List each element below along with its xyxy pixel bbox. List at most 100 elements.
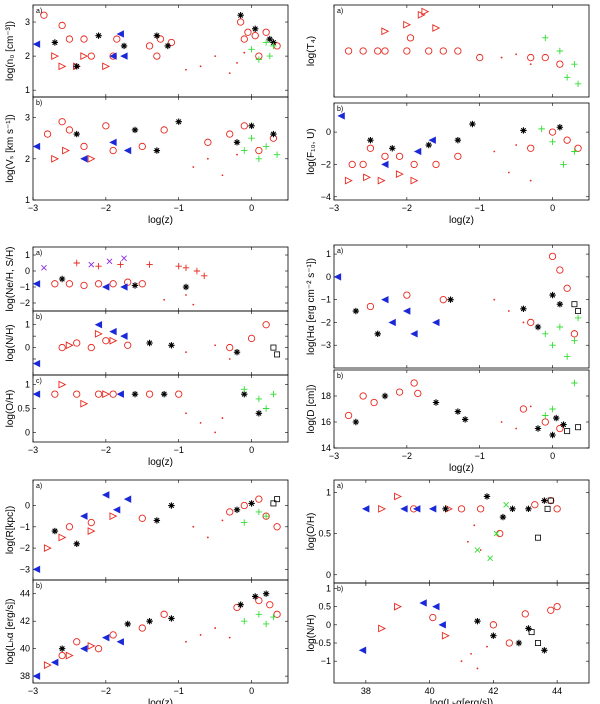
data-point-red-circle [439, 296, 447, 304]
data-point-blue-triangle [337, 112, 345, 120]
data-point-black-star [252, 593, 259, 600]
data-point-blue-triangle [116, 638, 124, 646]
data-point-red-triangle [421, 7, 430, 16]
x-tick-label: −3 [329, 203, 339, 213]
data-point-red-circle [553, 602, 561, 611]
x-tick-label: −2 [402, 203, 412, 213]
data-point-red-circle [262, 28, 270, 36]
data-point-green-cross [241, 519, 248, 526]
x-tick-label: −3 [329, 451, 339, 461]
data-point-green-cross [542, 330, 549, 338]
data-point-red-circle [403, 47, 411, 55]
data-point-black-square [547, 497, 554, 504]
data-point-green-cross [248, 135, 255, 142]
data-point-black-star [168, 342, 175, 349]
y-tick-label: 3 [25, 17, 30, 27]
y-tick-label: 0 [326, 127, 331, 137]
data-point-purple-x [121, 255, 127, 262]
y-tick-label: 0.5 [318, 529, 331, 539]
plot-frame [333, 479, 590, 584]
data-point-purple-x [106, 258, 113, 265]
data-point-green-cross [262, 39, 270, 46]
data-point-black-star [541, 647, 548, 654]
data-point-red-circle [109, 146, 117, 155]
data-points [33, 11, 281, 75]
panel-g4a: −3 −2 −1 0 1 a) log(Hα [erg cm⁻² s⁻¹]) [306, 244, 590, 369]
data-point-red-circle [138, 280, 146, 288]
data-point-black-star [556, 301, 564, 308]
data-points [334, 252, 582, 360]
data-point-blue-triangle [381, 295, 389, 304]
data-point-green-cross [560, 161, 567, 168]
data-point-red-circle [73, 638, 81, 646]
x-tick-label: −1 [174, 686, 184, 696]
data-point-red-triangle [394, 602, 402, 611]
data-point-red-circle [548, 128, 557, 136]
panel-g3c: −3 −2 −1 0 0 0.5 1 c) log(O/H) log(z) [5, 374, 289, 468]
data-point-blue-triangle [33, 565, 41, 574]
data-point-blue-triangle [101, 633, 110, 642]
x-tick-label: 0 [249, 445, 254, 455]
panel-g6b: 38 40 42 44 −1 −0.5 0 0.5 1 b) log(N/H) log(Lₕα[erg… [306, 582, 590, 704]
data-point-red-dot [486, 645, 488, 648]
data-point-black-star [270, 39, 277, 46]
data-point-black-star [95, 32, 102, 39]
data-point-red-dot [515, 144, 518, 146]
data-point-red-triangle [80, 399, 89, 408]
data-point-red-circle [531, 501, 539, 509]
data-point-red-circle [527, 318, 535, 327]
y-tick-label: −3 [20, 564, 30, 574]
data-point-black-star [252, 25, 259, 33]
y-tick-label: 2 [25, 154, 30, 164]
data-point-red-circle [556, 60, 564, 68]
data-point-green-cross [270, 390, 277, 398]
data-point-blue-triangle [438, 621, 446, 629]
data-point-green-cross [255, 56, 263, 63]
data-points [33, 255, 208, 306]
data-point-blue-triangle [362, 505, 370, 513]
x-tick-label: 0 [550, 203, 555, 213]
data-point-red-dot [476, 667, 479, 670]
data-point-red-circle [175, 390, 183, 398]
data-point-red-dot [493, 150, 496, 153]
data-point-black-star [131, 282, 139, 289]
data-point-black-square [270, 500, 277, 507]
data-point-red-triangle [87, 641, 96, 650]
data-point-black-star [469, 120, 476, 128]
data-point-red-dot [214, 431, 217, 434]
data-point-black-star [381, 392, 389, 400]
data-point-green-cross [262, 512, 270, 520]
data-point-red-circle [476, 505, 485, 513]
data-point-red-dot [507, 310, 510, 312]
data-point-black-star [160, 390, 168, 398]
data-point-black-star [515, 639, 523, 647]
data-point-green-cross [255, 508, 263, 516]
data-points [33, 380, 277, 434]
y-tick-label: 42 [20, 616, 30, 626]
data-points [33, 118, 281, 177]
y-tick-label: −1 [321, 656, 331, 666]
data-point-black-star [474, 617, 481, 625]
data-point-black-star [168, 502, 175, 509]
data-point-red-dot [163, 298, 166, 301]
data-point-red-circle [556, 424, 564, 433]
data-point-green-cross [549, 342, 556, 349]
data-point-green-cross [474, 547, 481, 553]
y-tick-label: 1 [326, 249, 331, 259]
data-point-green-cross [542, 34, 549, 42]
data-point-black-star [153, 517, 161, 524]
data-point-red-dot [500, 56, 503, 59]
data-point-green-cross [563, 74, 571, 81]
data-point-black-star [461, 416, 469, 423]
data-point-red-circle [240, 35, 248, 43]
panel-g4b: −3 −2 −1 0 14 16 18 b) log(D [cm]) log(z) [306, 369, 590, 474]
data-point-black-star [549, 291, 556, 299]
data-point-black-star [556, 124, 564, 131]
data-point-black-star [255, 410, 263, 417]
x-tick-label: −1 [174, 445, 184, 455]
data-point-blue-triangle [428, 505, 437, 513]
data-point-green-cross [542, 412, 549, 419]
data-point-red-triangle [58, 533, 67, 542]
data-point-green-cross [571, 337, 578, 344]
data-point-black-star [73, 540, 80, 548]
